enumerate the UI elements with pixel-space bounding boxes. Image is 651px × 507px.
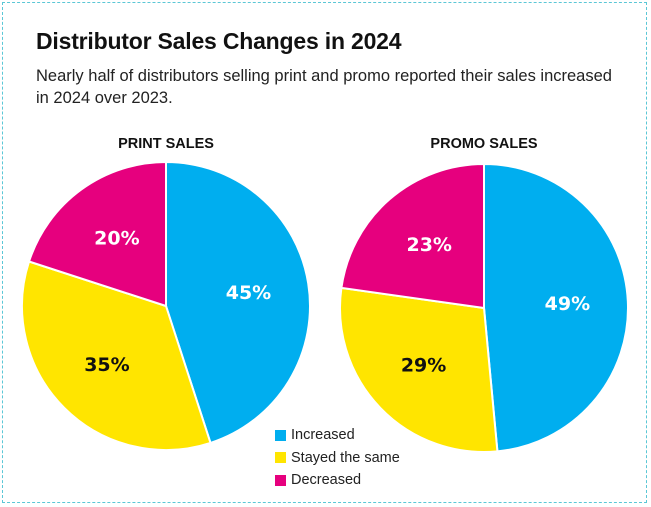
chart-frame — [2, 2, 647, 503]
legend-item-stayed-the-same: Stayed the same — [275, 447, 400, 470]
chart-subtitle: Nearly half of distributors selling prin… — [36, 67, 612, 107]
print-sales-label-stayed-the-same: 35% — [84, 354, 129, 376]
legend-label-increased: Increased — [291, 427, 355, 444]
print-sales-slice-stayed-the-same — [21, 260, 212, 451]
legend-swatch-decreased — [275, 474, 286, 486]
legend-label-decreased: Decreased — [291, 472, 362, 489]
legend-swatch-stayed-the-same — [275, 452, 286, 464]
print-sales-label-increased: 45% — [226, 282, 271, 304]
legend-item-increased: Increased — [275, 424, 400, 447]
print-sales-slice-decreased — [28, 161, 167, 307]
legend-swatch-increased — [275, 429, 286, 441]
chart-title: Distributor Sales Changes in 2024 — [36, 28, 402, 54]
print-sales-title: PRINT SALES — [118, 136, 214, 152]
promo-sales-slice-decreased — [340, 163, 485, 309]
print-sales-slice-increased — [165, 161, 311, 444]
legend-label-stayed-the-same: Stayed the same — [291, 449, 400, 466]
promo-sales-label-decreased: 23% — [406, 234, 451, 256]
promo-sales-slice-increased — [483, 163, 629, 453]
print-sales-label-decreased: 20% — [94, 227, 139, 249]
legend: Increased Stayed the same Decreased — [275, 424, 400, 492]
promo-sales-label-increased: 49% — [545, 293, 590, 315]
legend-item-decreased: Decreased — [275, 469, 400, 492]
promo-sales-slice-stayed-the-same — [339, 286, 499, 453]
promo-sales-title: PROMO SALES — [430, 136, 537, 152]
promo-sales-label-stayed-the-same: 29% — [401, 355, 446, 377]
